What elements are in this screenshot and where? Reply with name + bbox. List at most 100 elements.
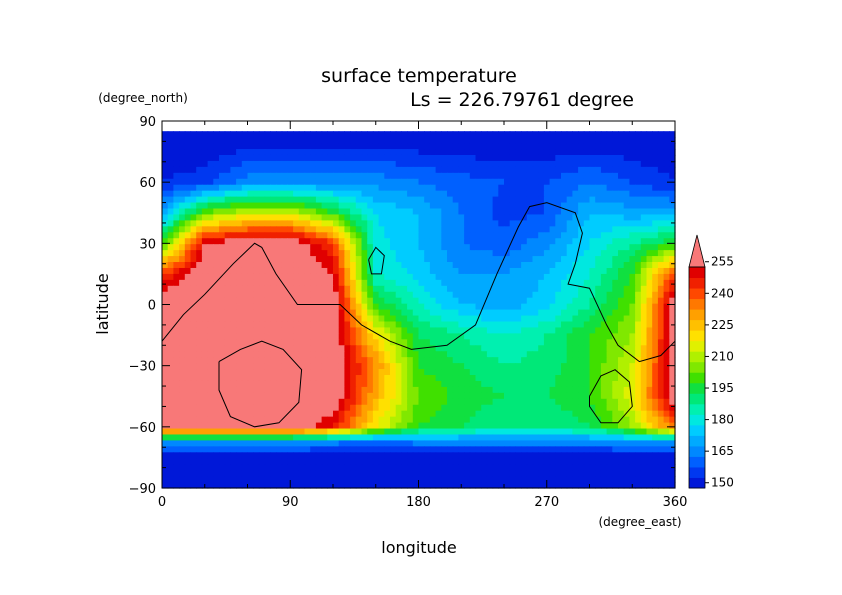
field-cell bbox=[230, 369, 237, 376]
field-cell bbox=[372, 262, 380, 269]
field-cell bbox=[578, 339, 585, 346]
field-cell bbox=[281, 458, 288, 465]
field-cell bbox=[429, 273, 437, 281]
field-cell bbox=[298, 178, 306, 186]
field-cell bbox=[532, 363, 539, 370]
field-cell bbox=[663, 196, 670, 204]
field-cell bbox=[236, 380, 243, 388]
field-cell bbox=[424, 321, 431, 329]
field-cell bbox=[464, 398, 471, 406]
field-cell bbox=[538, 226, 545, 233]
field-cell bbox=[657, 309, 665, 317]
field-cell bbox=[504, 154, 511, 162]
field-cell bbox=[333, 386, 340, 394]
field-cell bbox=[258, 345, 266, 352]
field-cell bbox=[190, 392, 197, 400]
field-cell bbox=[663, 256, 670, 263]
field-cell bbox=[344, 327, 351, 334]
field-cell bbox=[578, 143, 585, 150]
field-cell bbox=[623, 131, 630, 138]
field-cell bbox=[281, 238, 288, 245]
field-cell bbox=[224, 262, 231, 269]
field-cell bbox=[162, 154, 169, 162]
field-cell bbox=[652, 428, 659, 436]
field-cell bbox=[327, 256, 334, 263]
field-cell bbox=[486, 428, 494, 436]
field-cell bbox=[384, 160, 391, 168]
field-cell bbox=[384, 250, 391, 257]
field-cell bbox=[361, 166, 368, 174]
field-cell bbox=[338, 232, 345, 239]
field-cell bbox=[612, 137, 619, 144]
field-cell bbox=[521, 440, 528, 447]
field-cell bbox=[509, 315, 516, 323]
field-cell bbox=[640, 380, 648, 388]
field-cell bbox=[281, 267, 288, 275]
field-cell bbox=[623, 297, 630, 305]
field-cell bbox=[361, 303, 368, 311]
field-cell bbox=[190, 351, 197, 358]
field-cell bbox=[390, 244, 397, 251]
field-cell bbox=[333, 357, 340, 364]
field-cell bbox=[355, 214, 363, 221]
field-cell bbox=[635, 279, 642, 287]
field-cell bbox=[390, 190, 397, 198]
field-cell bbox=[447, 256, 454, 263]
field-cell bbox=[526, 172, 534, 180]
field-cell bbox=[367, 137, 374, 144]
field-cell bbox=[213, 339, 220, 346]
field-cell bbox=[526, 386, 534, 394]
field-cell bbox=[583, 267, 591, 275]
field-cell bbox=[253, 446, 260, 453]
field-cell bbox=[258, 166, 266, 174]
field-cell bbox=[384, 256, 391, 263]
field-cell bbox=[663, 273, 670, 281]
field-cell bbox=[344, 226, 351, 233]
field-cell bbox=[429, 357, 437, 364]
field-cell bbox=[219, 357, 226, 364]
field-cell bbox=[270, 434, 277, 442]
field-cell bbox=[458, 398, 465, 406]
field-cell bbox=[623, 380, 630, 388]
field-cell bbox=[190, 256, 197, 263]
field-cell bbox=[213, 190, 220, 198]
field-cell bbox=[509, 178, 516, 186]
field-cell bbox=[606, 410, 613, 418]
field-cell bbox=[184, 458, 192, 465]
field-cell bbox=[589, 404, 596, 412]
field-cell bbox=[504, 416, 511, 424]
field-cell bbox=[532, 273, 539, 281]
field-cell bbox=[492, 357, 499, 364]
field-cell bbox=[589, 149, 596, 156]
field-cell bbox=[640, 369, 648, 376]
field-cell bbox=[173, 190, 180, 198]
field-cell bbox=[481, 172, 488, 180]
field-cell bbox=[304, 273, 311, 281]
field-cell bbox=[652, 190, 659, 198]
field-cell bbox=[663, 369, 670, 376]
field-cell bbox=[600, 190, 608, 198]
field-cell bbox=[646, 220, 653, 227]
field-cell bbox=[589, 297, 596, 305]
field-cell bbox=[350, 458, 357, 465]
field-cell bbox=[372, 226, 380, 233]
field-cell bbox=[247, 440, 254, 447]
field-cell bbox=[583, 178, 591, 186]
field-cell bbox=[618, 440, 625, 447]
field-cell bbox=[578, 428, 585, 436]
field-cell bbox=[219, 392, 226, 400]
field-cell bbox=[447, 363, 454, 370]
field-cell bbox=[475, 202, 482, 210]
field-cell bbox=[407, 309, 414, 317]
field-cell bbox=[504, 404, 511, 412]
field-cell bbox=[515, 386, 522, 394]
field-cell bbox=[162, 131, 169, 138]
field-cell bbox=[395, 166, 402, 174]
field-cell bbox=[224, 160, 231, 168]
field-cell bbox=[475, 262, 482, 269]
field-cell bbox=[657, 202, 665, 210]
field-cell bbox=[635, 345, 642, 352]
field-cell bbox=[475, 434, 482, 442]
field-cell bbox=[281, 262, 288, 269]
field-cell bbox=[247, 309, 254, 317]
